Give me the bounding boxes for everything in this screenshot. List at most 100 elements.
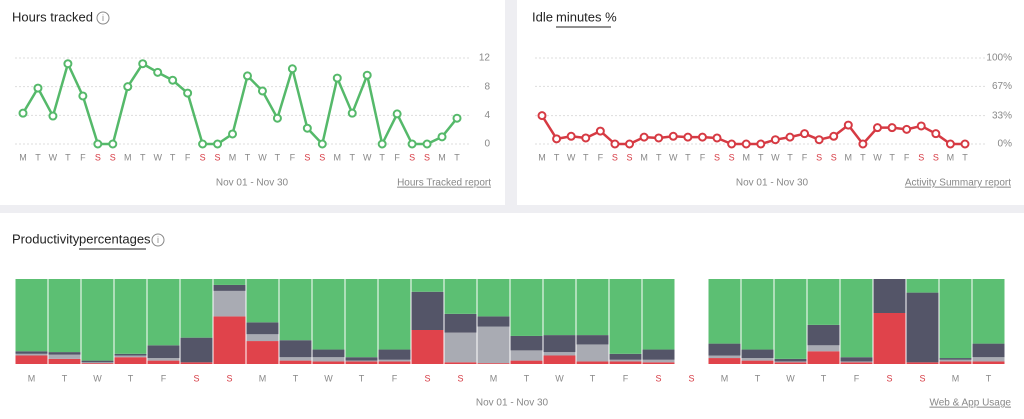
bar-segment [81, 360, 114, 363]
bar-segment [774, 362, 807, 364]
x-tick-label: T [128, 373, 134, 383]
point [198, 139, 208, 149]
point [272, 113, 282, 123]
bar-segment [15, 351, 48, 354]
date-range: Nov 01 - Nov 30 [476, 398, 549, 409]
x-tick-label: T [35, 152, 41, 162]
point [422, 139, 432, 149]
x-tick-label: M [721, 373, 729, 383]
x-tick-label: W [49, 152, 58, 162]
x-tick-label: S [729, 152, 735, 162]
bar-segment [213, 316, 246, 364]
point [362, 70, 372, 80]
point [843, 120, 853, 130]
bar-segment [708, 355, 741, 359]
bar-segment [642, 349, 675, 360]
bar-segment [378, 349, 411, 360]
bar-segment [48, 354, 81, 359]
point [437, 132, 447, 142]
bar-segment [609, 279, 642, 354]
report-link[interactable]: Activity Summary report [905, 178, 1011, 189]
bar-segment [345, 279, 378, 358]
x-tick-label: T [590, 373, 596, 383]
bar-segment [708, 343, 741, 356]
point [916, 121, 926, 131]
x-tick-label: F [623, 373, 629, 383]
x-tick-label: S [918, 152, 924, 162]
point [183, 88, 193, 98]
x-tick-label: F [290, 152, 296, 162]
bar-segment [444, 362, 477, 364]
bar-segment [345, 361, 378, 364]
bar-segment [477, 279, 510, 317]
point [347, 108, 357, 118]
x-tick-label: T [787, 152, 793, 162]
bar-segment [807, 279, 840, 325]
bar-segment [246, 341, 279, 364]
bar-segment [147, 360, 180, 364]
point [108, 139, 118, 149]
bar-segment [180, 279, 213, 338]
bar-segment [543, 355, 576, 364]
x-tick-label: S [688, 373, 694, 383]
bar-segment [345, 357, 378, 361]
x-tick-label: M [845, 152, 853, 162]
x-tick-label: S [319, 152, 325, 162]
bar-segment [477, 326, 510, 364]
report-link[interactable]: Hours Tracked report [397, 178, 491, 189]
bar-segment [246, 334, 279, 342]
bar-segment [114, 353, 147, 356]
x-tick-label: W [567, 152, 576, 162]
point [332, 73, 342, 83]
point [829, 131, 839, 141]
point [537, 111, 547, 121]
x-tick-label: S [816, 152, 822, 162]
bar-segment [48, 352, 81, 355]
bar-segment [15, 279, 48, 352]
bar-segment [510, 350, 543, 361]
point [945, 139, 955, 149]
info-icon[interactable] [96, 11, 110, 25]
point [770, 135, 780, 145]
x-tick-label: S [95, 152, 101, 162]
x-tick-label: T [245, 152, 251, 162]
x-tick-label: F [802, 152, 808, 162]
point [668, 131, 678, 141]
y-tick-label: 0 [484, 139, 490, 150]
point [625, 139, 635, 149]
bar-segment [378, 279, 411, 350]
bar-segment [477, 363, 510, 364]
bar-segment [510, 279, 543, 336]
bar-segment [81, 363, 114, 364]
bar-segment [972, 357, 1005, 362]
card-title-link[interactable]: percentages [79, 231, 151, 246]
x-tick-label: T [293, 373, 299, 383]
bar-segment [510, 360, 543, 364]
point [610, 139, 620, 149]
bar-segment [246, 322, 279, 335]
x-tick-label: F [185, 152, 191, 162]
x-tick-label: T [275, 152, 281, 162]
info-icon[interactable] [151, 233, 165, 247]
bar-segment [543, 279, 576, 336]
point [287, 64, 297, 74]
bar-segment [543, 352, 576, 356]
card-title-link[interactable]: minutes % [556, 9, 617, 24]
bar-segment [48, 279, 81, 353]
bar-segment [312, 357, 345, 362]
x-tick-label: S [627, 152, 633, 162]
bar-segment [840, 279, 873, 358]
bar-segment [180, 337, 213, 363]
x-tick-label: T [65, 152, 71, 162]
bar-segment [180, 362, 213, 364]
x-tick-label: T [860, 152, 866, 162]
point [595, 126, 605, 136]
bar-segment [312, 279, 345, 350]
report-link[interactable]: Web & App Usage [929, 398, 1011, 409]
x-tick-label: W [324, 373, 333, 383]
x-tick-label: S [215, 152, 221, 162]
x-tick-label: T [758, 152, 764, 162]
bar-segment [477, 316, 510, 327]
y-tick-label: 33% [992, 110, 1012, 121]
bar-segment [444, 332, 477, 363]
